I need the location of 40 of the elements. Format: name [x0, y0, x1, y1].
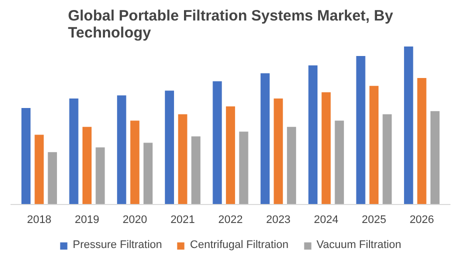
bar: [212, 81, 222, 204]
bar: [96, 147, 105, 204]
legend-label: Vacuum Filtration: [316, 239, 402, 251]
bar: [382, 114, 392, 204]
bar: [356, 56, 366, 204]
legend-label: Centrifugal Filtration: [190, 239, 288, 251]
bar: [34, 134, 44, 204]
bar: [369, 86, 379, 204]
bar: [404, 46, 414, 204]
x-tick-label: 2024: [314, 214, 338, 226]
legend-label: Pressure Filtration: [72, 239, 162, 251]
bar: [322, 92, 331, 204]
x-tick-label: 2019: [74, 214, 100, 226]
x-tick-label: 2022: [218, 214, 243, 226]
x-tick-label: 2018: [26, 214, 52, 226]
bar: [130, 120, 140, 204]
x-tick-label: 2021: [170, 214, 195, 226]
bar: [144, 142, 153, 204]
chart-title: Global Portable Filtration Systems Market, By Technology: [68, 8, 394, 42]
bar: [417, 78, 426, 204]
bar: [226, 106, 236, 204]
x-tick-label: 2025: [362, 214, 386, 226]
x-tick-label: 2023: [266, 214, 291, 226]
bar: [239, 132, 248, 204]
bar: [308, 65, 318, 204]
x-tick-label: 2026: [410, 214, 434, 226]
bar: [260, 73, 270, 204]
bar: [274, 98, 283, 204]
bar: [82, 126, 92, 204]
bar: [286, 126, 296, 204]
bar: [178, 114, 188, 204]
bar: [117, 95, 126, 204]
bar: [430, 111, 440, 204]
bar: [48, 152, 57, 204]
bar: [191, 136, 200, 204]
bar: [334, 120, 344, 204]
x-tick-label: 2020: [122, 214, 148, 226]
bar: [21, 108, 31, 204]
bar: [164, 90, 174, 204]
bar: [69, 98, 78, 204]
